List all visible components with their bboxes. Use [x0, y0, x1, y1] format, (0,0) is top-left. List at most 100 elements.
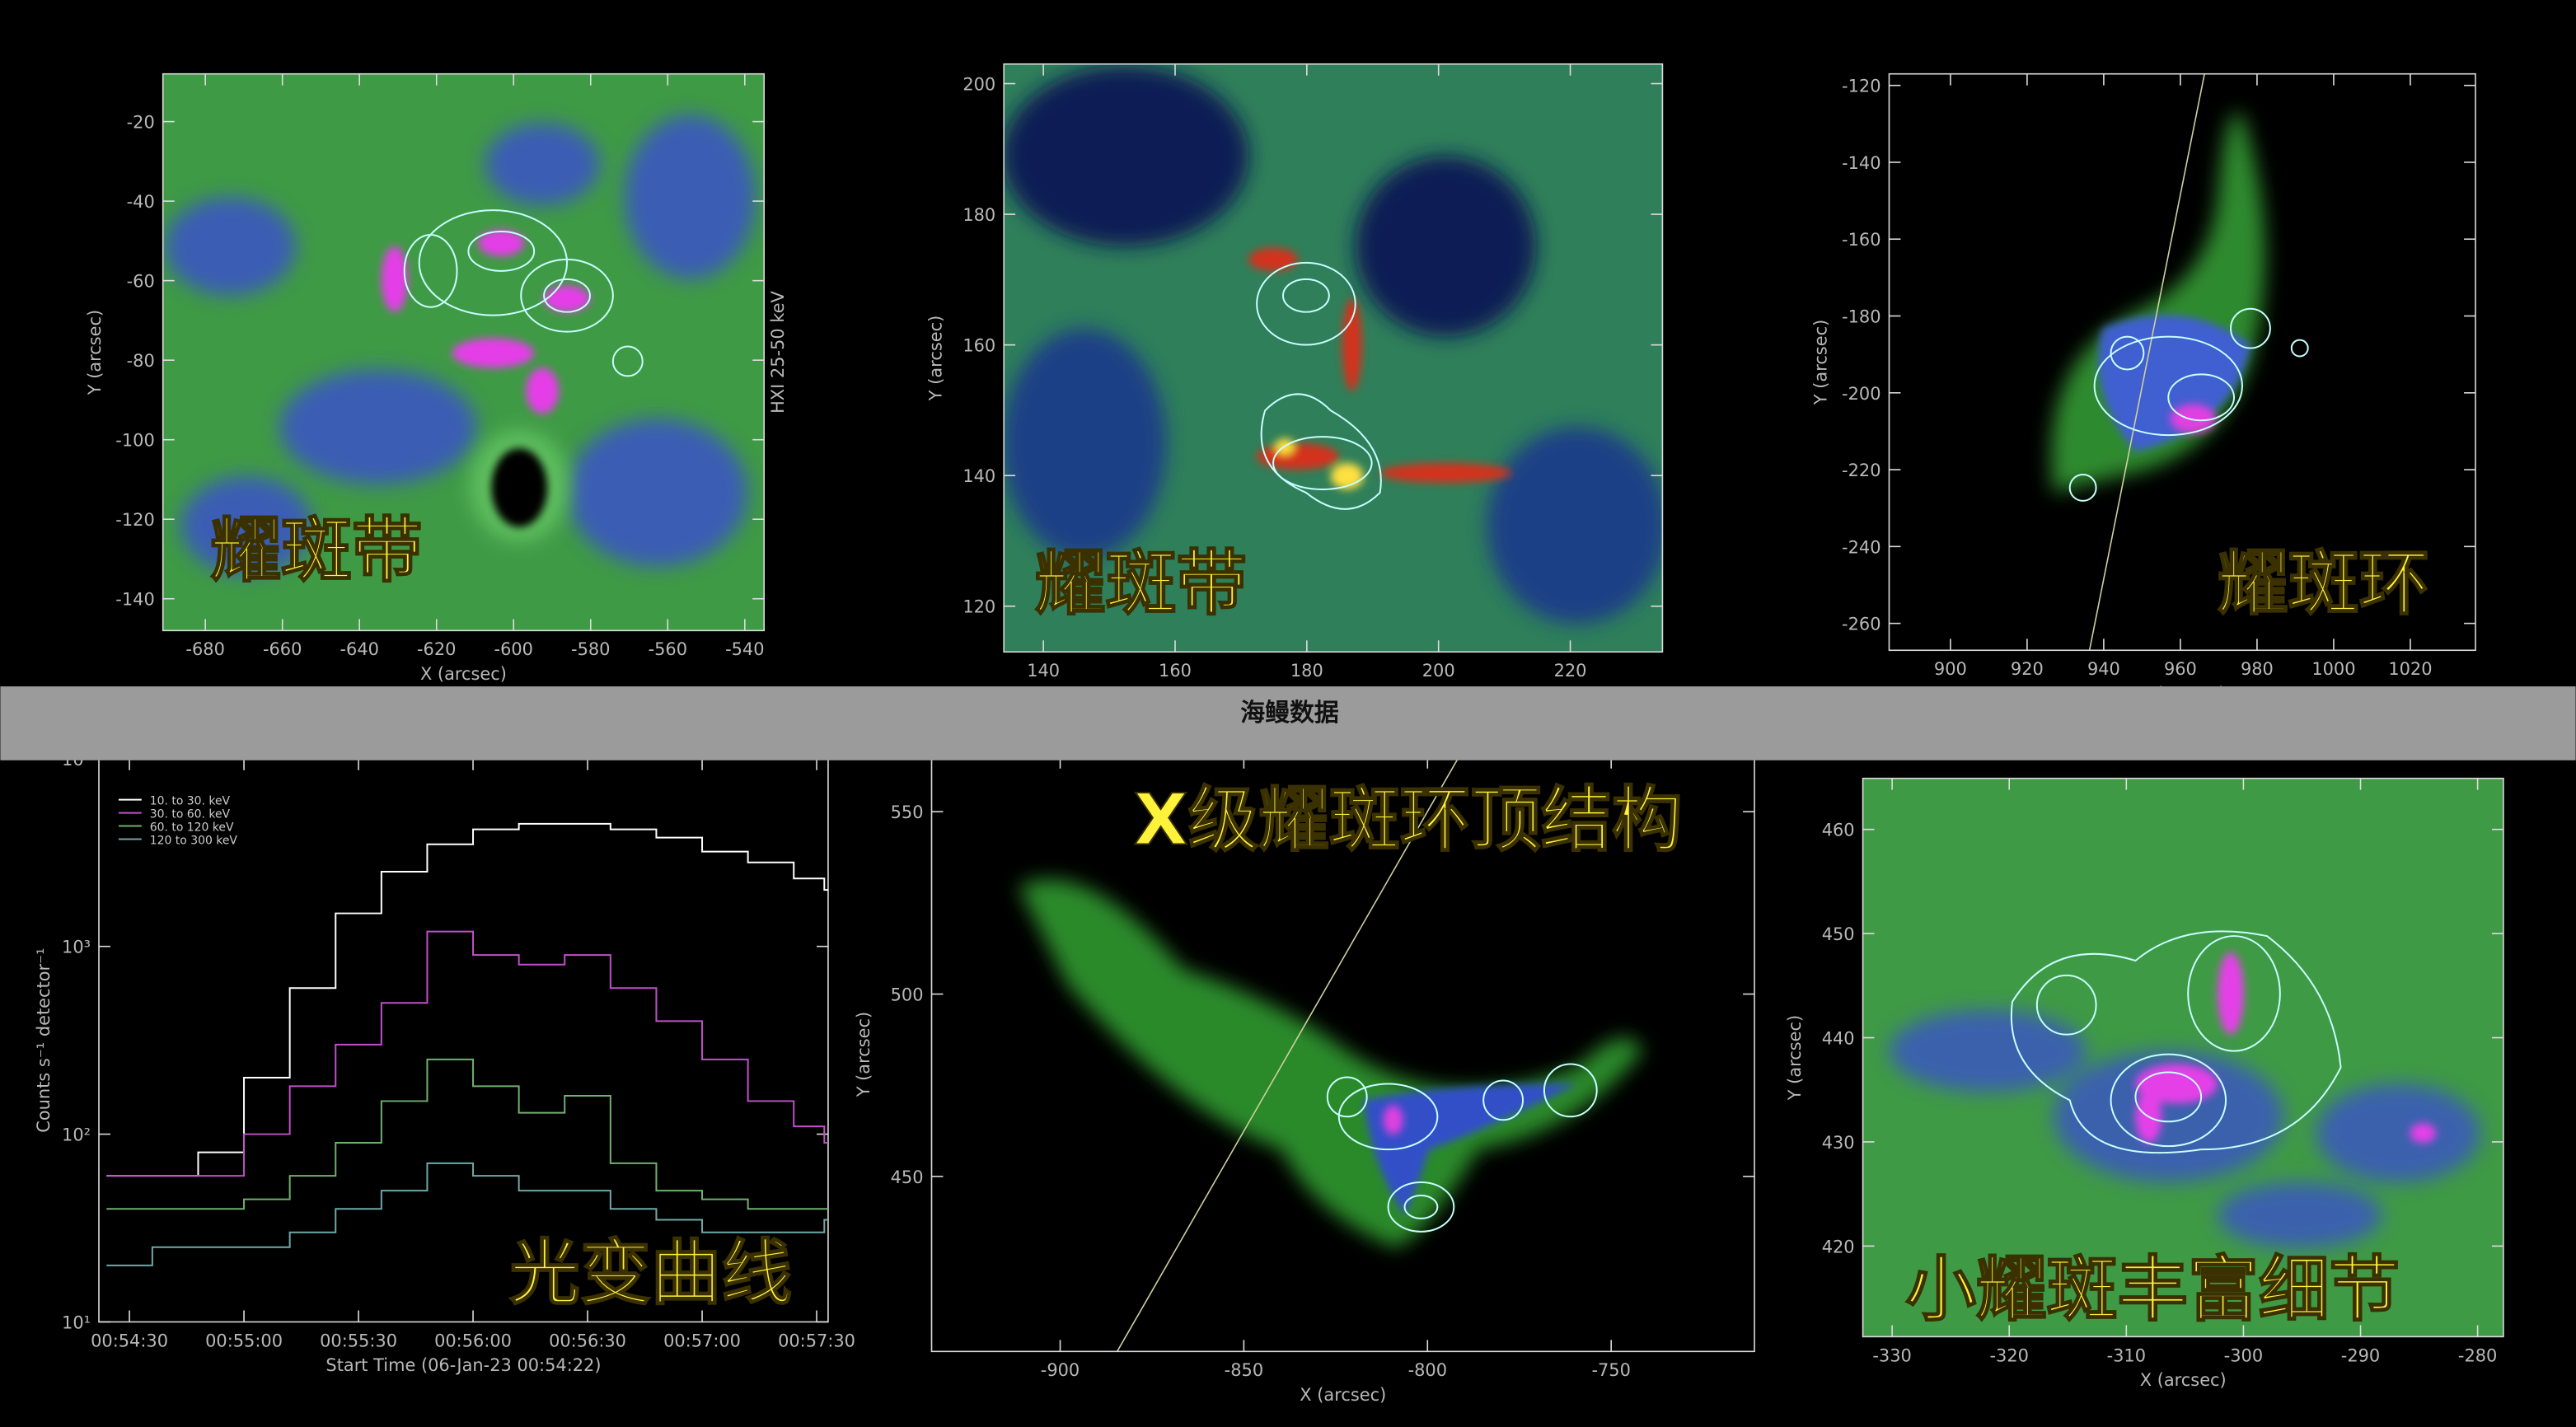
patch	[485, 123, 600, 206]
image-1	[162, 73, 765, 631]
caption: 小耀斑丰富细节	[1905, 1248, 2400, 1331]
x-tick-label: 940	[2087, 659, 2120, 679]
contour	[418, 209, 569, 316]
x-tick-label: -850	[1225, 1360, 1263, 1380]
blob	[1383, 1105, 1403, 1135]
y-tick-label: 140	[962, 466, 995, 486]
contour	[1272, 436, 1373, 490]
y-tick-label: -100	[115, 431, 154, 451]
patch	[2218, 1182, 2382, 1248]
x-tick-label: -320	[1989, 1345, 2028, 1365]
contour	[2035, 974, 2097, 1036]
x-tick-label: 140	[1027, 661, 1060, 681]
y-tick-label: -120	[1842, 77, 1880, 96]
blob	[452, 338, 535, 368]
blob	[1248, 247, 1298, 271]
contour	[1387, 1181, 1455, 1233]
blob	[2410, 1123, 2437, 1144]
contour	[2187, 935, 2281, 1052]
caption: 耀斑带	[1035, 542, 1247, 625]
x-tick-label: -680	[185, 639, 224, 659]
blob	[544, 285, 590, 312]
x-tick-label: 00:55:00	[205, 1331, 283, 1350]
patch	[2053, 1050, 2283, 1183]
patch	[279, 369, 477, 484]
separator-band	[0, 686, 2576, 760]
light-curve	[106, 1058, 828, 1210]
x-tick-label: -750	[1591, 1360, 1630, 1380]
legend-label: 30. to 60. keV	[150, 808, 231, 821]
x-tick-label: 200	[1422, 661, 1455, 681]
watermark: 海鳗数据	[1240, 699, 1339, 728]
y-tick-label: 450	[1822, 924, 1855, 944]
y-tick-label: -120	[115, 510, 154, 530]
y-tick-label: 10³	[62, 938, 91, 957]
y-tick-label: -140	[115, 590, 154, 610]
x-tick-label: -560	[649, 639, 687, 659]
contours	[403, 209, 644, 377]
blue-patches	[164, 115, 756, 575]
contour	[2110, 1053, 2227, 1148]
contours	[1256, 261, 1382, 510]
x-tick-label: -660	[263, 639, 302, 659]
contour	[611, 345, 644, 377]
dark	[1355, 156, 1536, 337]
caption: 耀斑环	[2218, 542, 2429, 625]
blob	[381, 246, 408, 312]
x-tick-label: -330	[1872, 1345, 1911, 1365]
contours	[2010, 930, 2342, 1154]
x-tick-label: 920	[2011, 659, 2044, 679]
blob	[2170, 404, 2217, 434]
patch	[1889, 1009, 2087, 1092]
legend-label: 120 to 300 keV	[150, 834, 238, 847]
y-tick-label: -20	[127, 113, 155, 133]
contour	[1403, 1194, 1439, 1219]
y-tick-label: 430	[1822, 1133, 1855, 1153]
y-tick-label: 420	[1822, 1237, 1855, 1256]
blob	[1257, 443, 1339, 470]
contour	[467, 231, 536, 272]
x-tick-label: 900	[1934, 659, 1967, 679]
patch	[164, 197, 297, 296]
blob	[1379, 463, 1512, 483]
contour	[2010, 930, 2342, 1154]
y-axis-label: Y (arcsec)	[85, 310, 105, 395]
y-axis-label: Y (arcsec)	[1785, 1015, 1805, 1101]
caption: X级耀斑环顶结构	[1134, 779, 1683, 861]
x-tick-label: 160	[1159, 661, 1192, 681]
flare-ribbon	[381, 230, 590, 414]
y-tick-label: -140	[1842, 153, 1880, 173]
image-3	[1889, 73, 2476, 651]
blob	[526, 367, 560, 414]
contour	[2134, 1071, 2203, 1123]
dark	[1004, 328, 1167, 559]
caption: 耀斑带	[211, 510, 423, 592]
x-tick-label: 960	[2164, 659, 2197, 679]
contour	[2093, 335, 2243, 437]
light-curve	[106, 930, 828, 1177]
x-tick-label: -900	[1041, 1360, 1080, 1380]
y-tick-label: 440	[1822, 1029, 1855, 1049]
caption: 光变曲线	[509, 1233, 792, 1315]
contours	[1326, 1063, 1598, 1233]
x-tick-label: -280	[2458, 1345, 2497, 1365]
y-tick-label: -180	[1842, 306, 1880, 326]
y-tick-label: -160	[1842, 230, 1880, 250]
x-tick-label: 980	[2241, 659, 2274, 679]
y-axis-label: Y (arcsec)	[1811, 320, 1831, 405]
x-tick-label: -600	[494, 639, 533, 659]
patch	[624, 115, 756, 279]
x-tick-label: -300	[2224, 1345, 2263, 1365]
y-tick-label: 500	[891, 985, 924, 1005]
y-tick-label: 550	[891, 802, 924, 822]
x-axis-label: X (arcsec)	[420, 664, 507, 684]
y-tick-label: 180	[962, 205, 995, 225]
image-6	[1862, 778, 2503, 1337]
contour	[1326, 1076, 1368, 1118]
contour	[1256, 261, 1356, 346]
blob	[2218, 952, 2244, 1035]
x-tick-label: -580	[571, 639, 610, 659]
x-tick-label: 00:57:00	[663, 1331, 741, 1350]
